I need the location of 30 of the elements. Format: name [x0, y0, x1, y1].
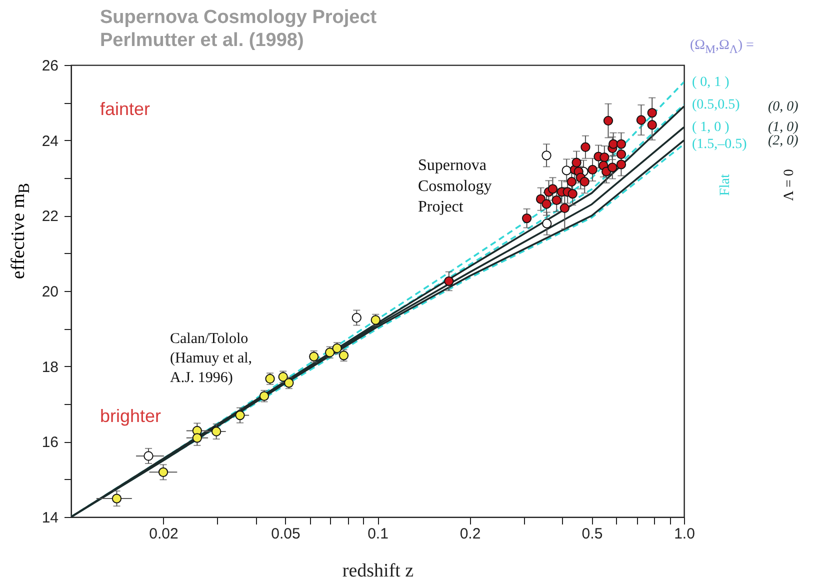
x-tick-label: 0.02 [149, 526, 178, 542]
text: Λ = 0 [782, 169, 797, 201]
legend-title: (Ω$_{M}$,Ω$_{Λ}$) = [690, 38, 754, 56]
x-tick-label: 1.0 [674, 526, 695, 542]
x-tick-label: 0.1 [368, 526, 388, 542]
x-tick-label: 0.5 [582, 526, 603, 542]
annotation: Supernova Cosmology Project [418, 157, 492, 216]
text: Flat [718, 174, 733, 196]
y-tick-label: 20 [42, 284, 58, 300]
x-axis-title: redshift z [342, 560, 414, 582]
annotation: fainter [100, 99, 150, 119]
x-tick-label: 0.05 [271, 526, 300, 542]
annotation: ( 1, 0 ) [692, 120, 730, 136]
annotation: brighter [100, 406, 162, 426]
series-label: (0.5,0.5) [692, 98, 740, 113]
chart-title: Supernova Cosmology Project [100, 7, 378, 28]
y-tick-label: 24 [42, 132, 58, 150]
series-label: (1.5,–0.5) [692, 137, 748, 152]
text: (1, 0) [768, 120, 799, 136]
x-tick-label: 0.2 [460, 526, 481, 542]
y-tick-label: 26 [42, 58, 58, 74]
y-tick-label: 14 [42, 510, 58, 526]
y-tick-label: 18 [42, 358, 58, 376]
annotation: Calan/Tololo (Hamuy et al, A.J. 1996) [170, 331, 252, 386]
chart-subtitle: Perlmutter et al. (1998) [100, 30, 304, 51]
text: (2, 0) [768, 133, 799, 148]
series-label: ( 0, 1 ) [692, 74, 730, 90]
y-tick-label: 22 [42, 208, 58, 226]
text: (0, 0) [768, 99, 799, 114]
y-tick-label: 16 [42, 434, 58, 452]
